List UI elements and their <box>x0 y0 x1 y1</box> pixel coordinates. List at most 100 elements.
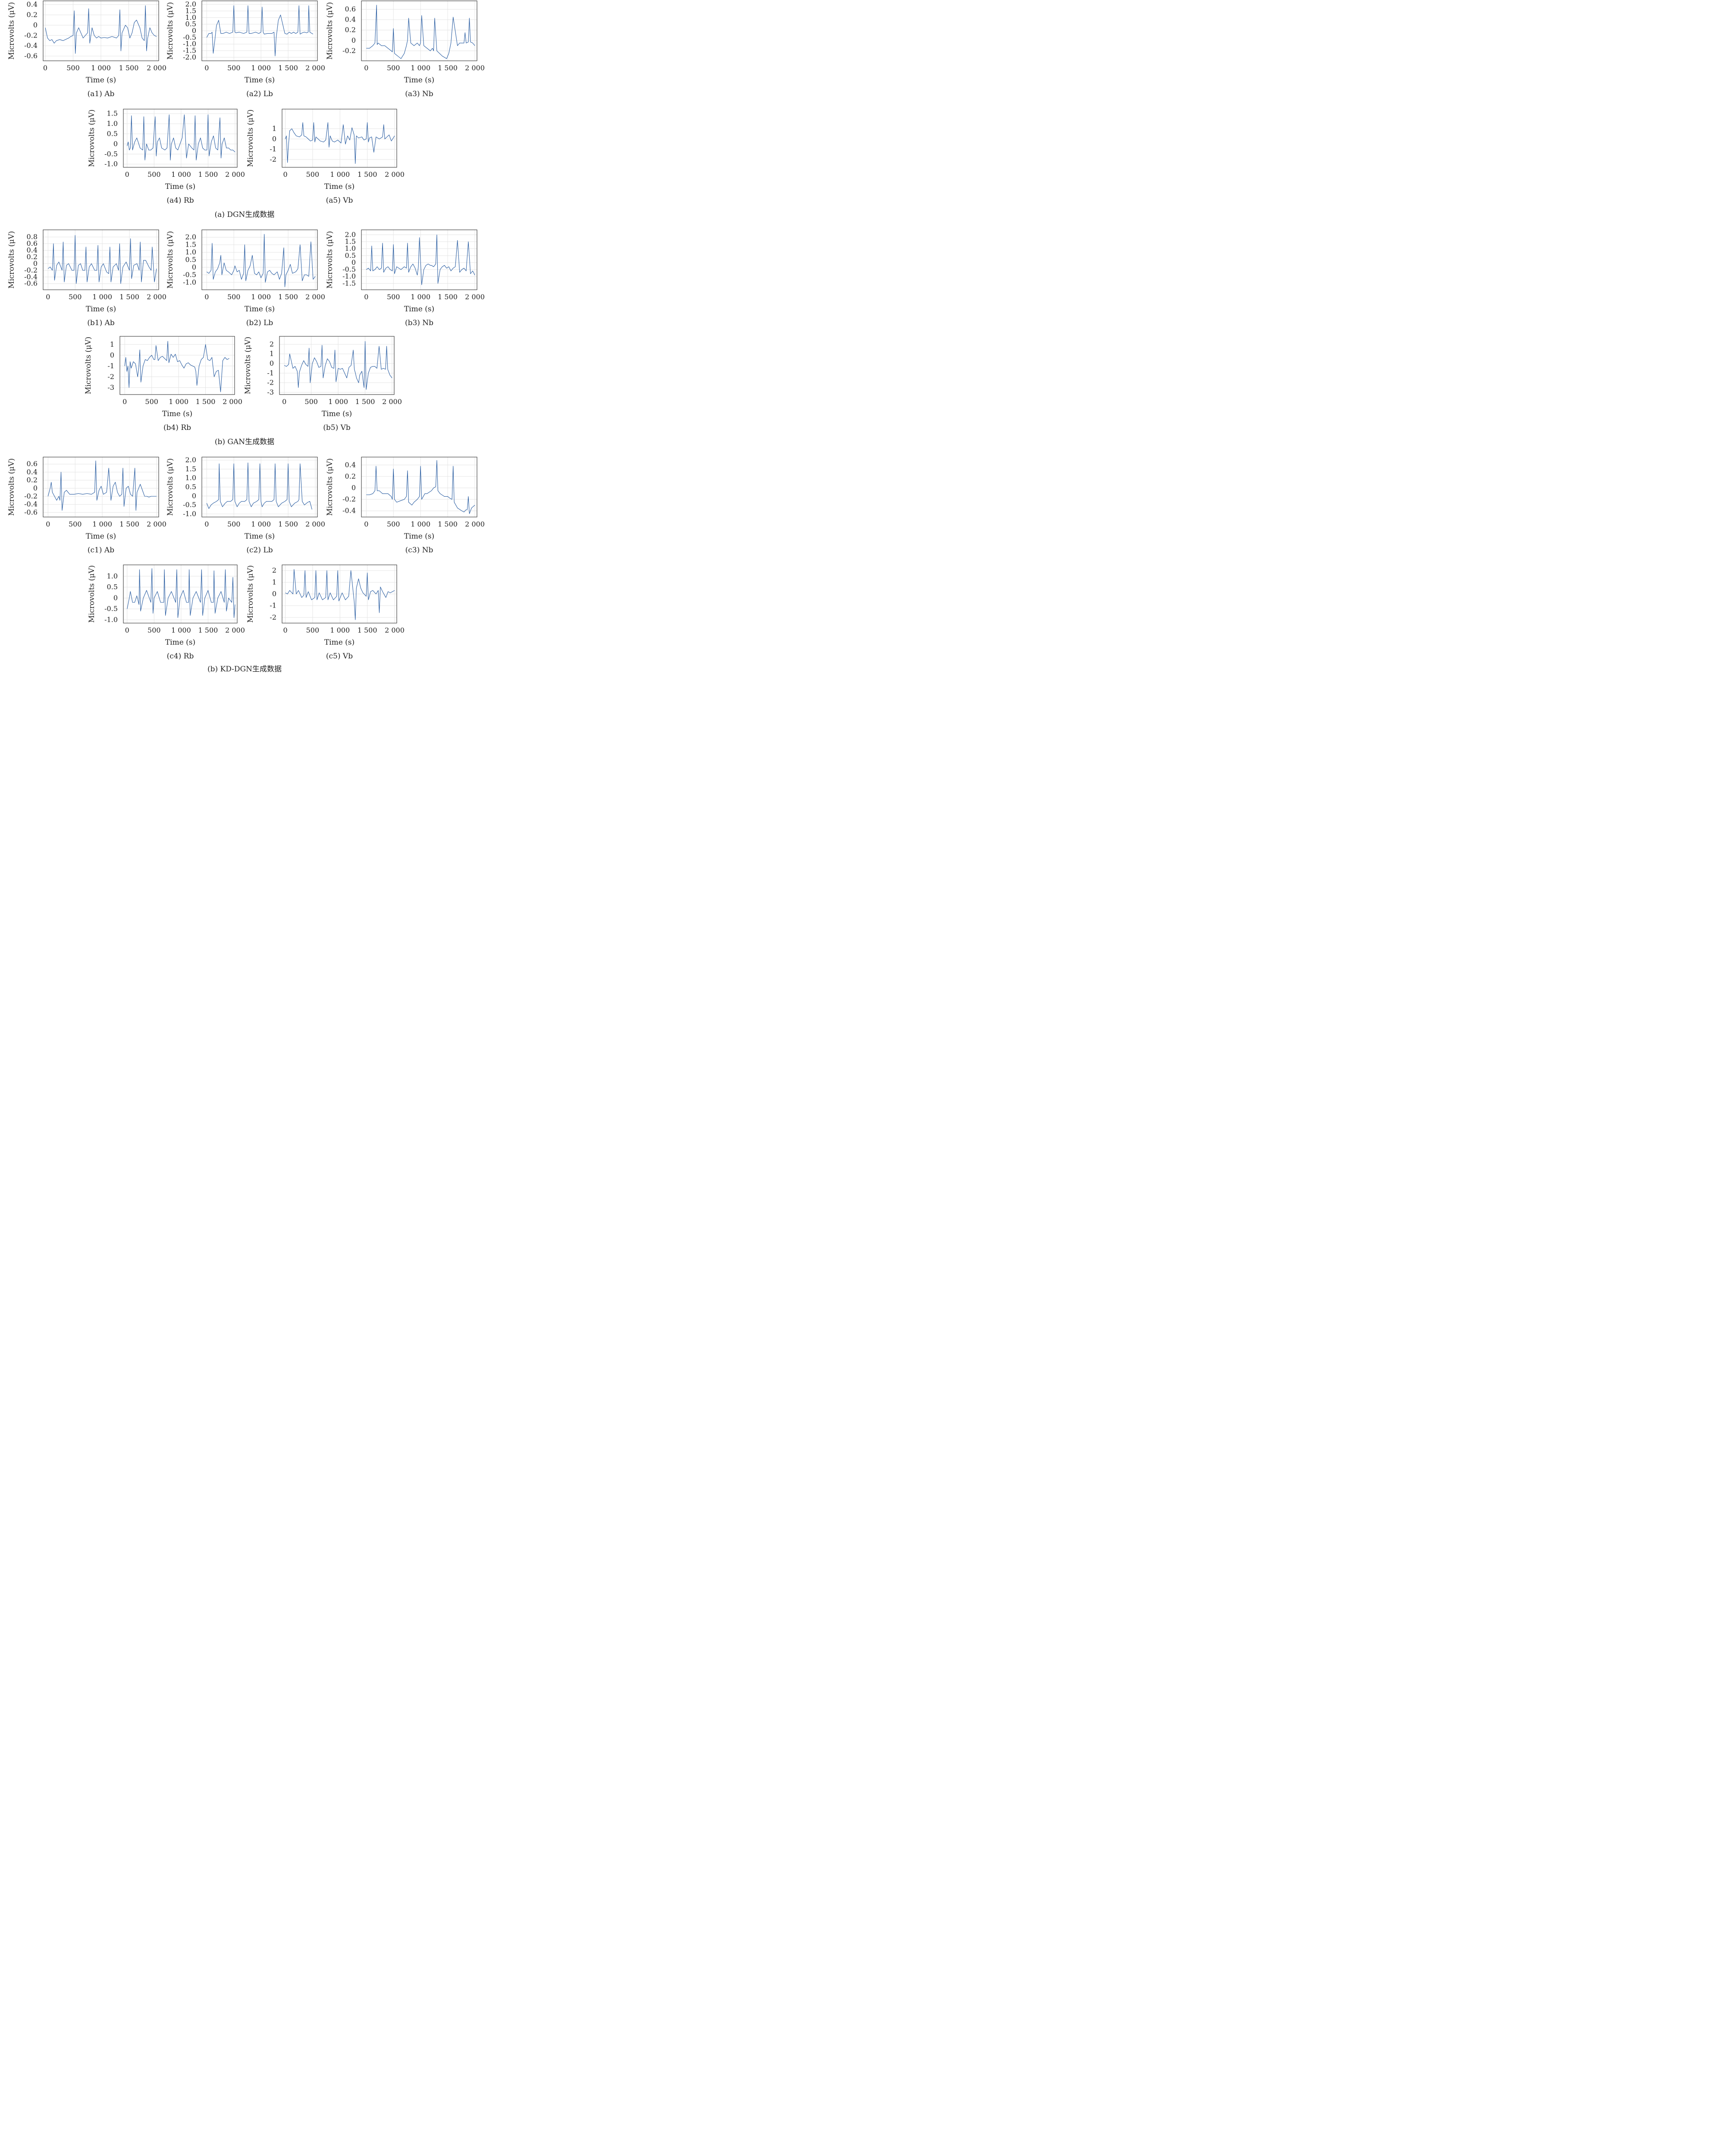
y-tick-label: 1.5 <box>185 465 196 473</box>
y-axis-title: Microvolts (μV) <box>246 565 255 623</box>
y-tick-label: 2 <box>272 566 276 574</box>
series-line <box>206 5 314 56</box>
x-tick-label: 0 <box>364 293 368 301</box>
x-axis-title: Time (s) <box>324 638 355 647</box>
panel-caption: (a4) Rb <box>166 196 194 205</box>
y-tick-label: -1.0 <box>104 160 118 168</box>
x-tick-label: 1 500 <box>278 520 298 528</box>
x-tick-label: 500 <box>69 293 82 301</box>
x-axis-title: Time (s) <box>245 305 275 313</box>
y-tick-label: 0 <box>351 36 356 44</box>
y-tick-label: 1.0 <box>185 13 196 22</box>
x-tick-label: 0 <box>204 520 209 528</box>
x-axis-title: Time (s) <box>322 410 352 418</box>
x-tick-label: 2 000 <box>465 64 485 72</box>
x-axis-title: Time (s) <box>404 76 434 85</box>
y-tick-label: 1.0 <box>107 572 118 580</box>
x-tick-label: 2 000 <box>465 293 485 301</box>
y-tick-label: -1 <box>107 362 114 370</box>
plot-frame <box>201 457 318 517</box>
y-tick-label: -1.0 <box>183 40 196 48</box>
y-tick-label: 0 <box>33 21 38 29</box>
y-tick-label: -1.0 <box>104 615 118 624</box>
y-tick-label: 1.0 <box>185 474 196 482</box>
x-tick-label: 500 <box>66 64 80 72</box>
y-tick-label: 0 <box>192 492 196 500</box>
x-tick-label: 1 500 <box>358 626 377 634</box>
y-axis-title: Microvolts (μV) <box>326 2 334 60</box>
y-tick-label: 0 <box>351 258 356 266</box>
x-tick-label: 0 <box>364 520 368 528</box>
x-axis-title: Time (s) <box>162 410 192 418</box>
y-tick-label: 0.2 <box>345 472 356 480</box>
x-axis-title: Time (s) <box>165 182 195 191</box>
y-tick-label: 0.2 <box>27 476 38 484</box>
y-tick-label: -0.6 <box>24 279 38 288</box>
y-tick-label: -0.6 <box>24 52 38 60</box>
y-tick-label: -0.4 <box>24 273 38 281</box>
chart-panel-b2: 0 500 1 000 1 500 2 000-1.0-0.500.51.01.52.0… <box>166 229 325 327</box>
x-tick-label: 1 000 <box>251 520 271 528</box>
panel-caption: (a1) Ab <box>88 90 115 98</box>
y-tick-label: -2 <box>107 373 114 381</box>
series-line <box>127 114 235 160</box>
panel-caption: (b3) Nb <box>405 319 433 327</box>
x-tick-label: 1 500 <box>196 398 216 406</box>
x-tick-label: 1 000 <box>411 64 430 72</box>
y-tick-label: -1.5 <box>183 47 196 55</box>
group-caption-a: (a) DGN生成数据 <box>215 210 275 219</box>
y-tick-label: -0.5 <box>104 605 118 613</box>
y-axis-title: Microvolts (μV) <box>166 2 175 60</box>
y-tick-label: 0.5 <box>345 251 356 260</box>
y-tick-label: -0.6 <box>24 508 38 516</box>
x-axis-title: Time (s) <box>86 76 116 85</box>
y-tick-label: 1 <box>270 350 274 358</box>
plot-frame <box>43 457 159 517</box>
y-tick-label: 2 <box>270 340 274 348</box>
chart-panel-b1: 0 500 1 000 1 500 2 000-0.6-0.4-0.200.20.40.… <box>7 229 166 327</box>
x-tick-label: 1 000 <box>171 626 191 634</box>
y-tick-label: 0.4 <box>345 461 356 469</box>
y-tick-label: -1 <box>270 602 276 610</box>
y-tick-label: 0 <box>192 263 196 271</box>
x-tick-label: 1 500 <box>438 520 458 528</box>
x-axis-title: Time (s) <box>404 305 434 313</box>
y-tick-label: -0.2 <box>24 31 38 39</box>
y-tick-label: 0.5 <box>185 256 196 264</box>
panel-caption: (c2) Lb <box>246 546 273 555</box>
panel-caption: (b1) Ab <box>87 319 115 327</box>
series-line <box>284 341 392 390</box>
y-tick-label: -3 <box>267 388 274 396</box>
x-tick-label: 1 500 <box>358 170 377 179</box>
x-tick-label: 2 000 <box>305 64 325 72</box>
series-line <box>366 460 475 514</box>
y-axis-title: Microvolts (μV) <box>166 231 175 289</box>
x-tick-label: 500 <box>387 293 400 301</box>
y-tick-label: -1.0 <box>183 510 196 518</box>
chart-panel-c5: 0 500 1 000 1 500 2 000 -2 -1 0 1 2 Time (s) Microv… <box>246 564 405 661</box>
y-tick-label: 0 <box>33 259 38 267</box>
y-tick-label: -1.5 <box>342 279 356 287</box>
x-tick-label: 1 000 <box>171 170 191 179</box>
y-tick-label: 1.0 <box>107 119 118 128</box>
plot-frame <box>361 457 477 517</box>
plot-frame <box>43 0 159 61</box>
plot-frame <box>282 564 397 624</box>
y-tick-label: 0 <box>192 27 196 35</box>
x-tick-label: 500 <box>69 520 82 528</box>
x-tick-label: 1 500 <box>278 64 298 72</box>
x-tick-label: 0 <box>204 293 209 301</box>
x-tick-label: 1 500 <box>198 170 218 179</box>
y-tick-label: 1 <box>272 578 276 586</box>
y-tick-label: -0.5 <box>342 265 356 273</box>
series-line <box>285 569 395 620</box>
y-tick-label: 0.5 <box>185 483 196 491</box>
x-tick-label: 2 000 <box>385 170 405 179</box>
x-tick-label: 1 000 <box>328 398 348 406</box>
series-line <box>127 568 235 618</box>
x-tick-label: 1 500 <box>355 398 375 406</box>
x-tick-label: 1 000 <box>411 520 430 528</box>
x-tick-label: 1 500 <box>119 520 139 528</box>
y-tick-label: -1.0 <box>342 272 356 280</box>
